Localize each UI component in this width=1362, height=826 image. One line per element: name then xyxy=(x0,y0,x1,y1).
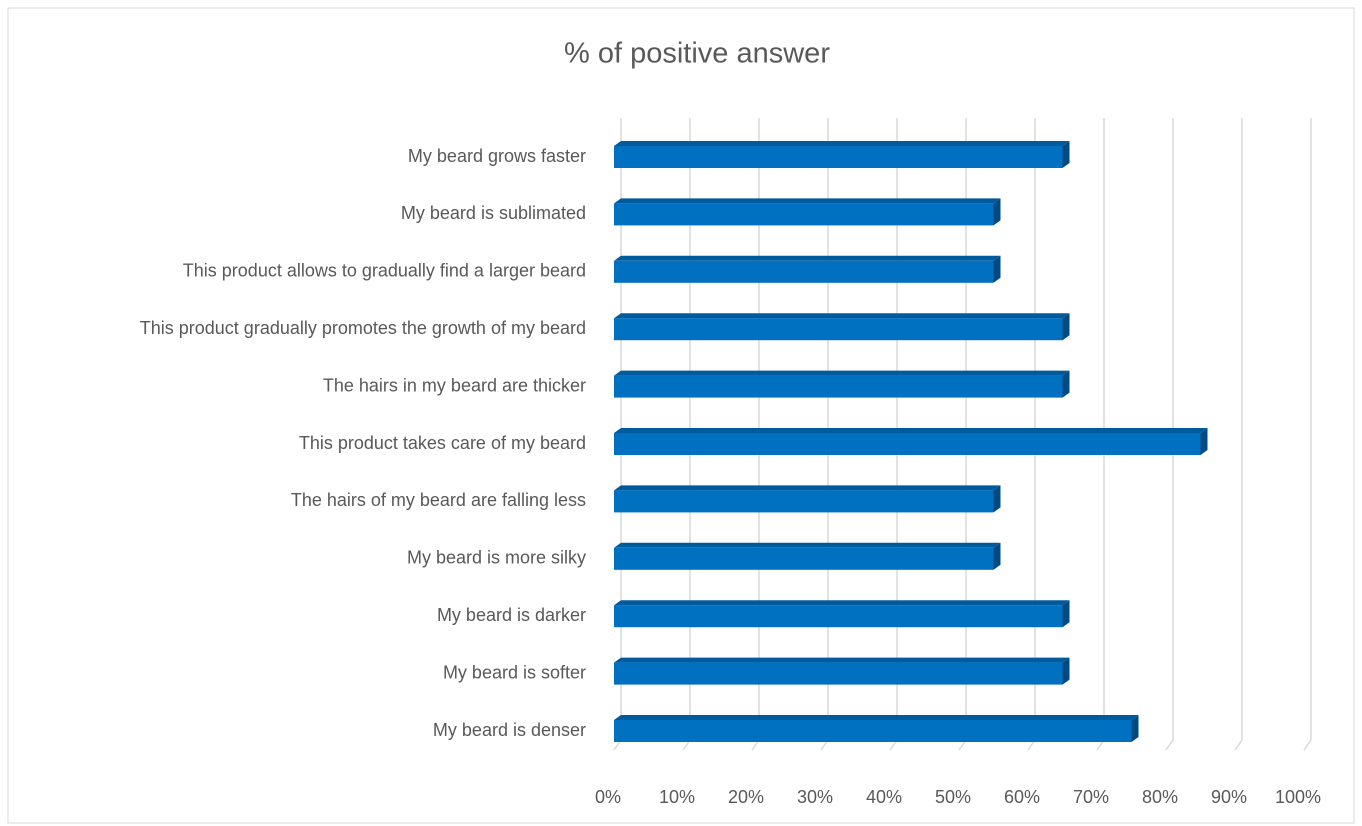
bar-front xyxy=(614,203,994,226)
bar xyxy=(614,313,1070,341)
bar-side xyxy=(993,485,1001,513)
bar-top xyxy=(614,141,1070,146)
bar xyxy=(614,485,1001,513)
bar xyxy=(614,198,1001,226)
bar-side xyxy=(1131,715,1139,742)
x-tick-label: 90% xyxy=(1211,787,1247,807)
y-tick-label: This product gradually promotes the grow… xyxy=(140,318,586,338)
bar-side xyxy=(993,255,1001,283)
y-tick-label: The hairs in my beard are thicker xyxy=(323,375,586,395)
x-tick-label: 30% xyxy=(797,787,833,807)
bar xyxy=(614,255,1001,283)
bar-side xyxy=(993,198,1001,226)
bar-side xyxy=(1062,141,1070,168)
bar-side xyxy=(1062,370,1070,398)
x-tick-label: 70% xyxy=(1073,787,1109,807)
x-tick-label: 10% xyxy=(659,787,695,807)
bar-front xyxy=(614,490,994,513)
bar-front xyxy=(614,720,1132,742)
x-tick-label: 80% xyxy=(1142,787,1178,807)
y-tick-label: My beard is darker xyxy=(437,605,586,625)
bar-front xyxy=(614,547,994,570)
x-tick-label: 20% xyxy=(728,787,764,807)
bar-side xyxy=(1062,313,1070,341)
y-tick-label: This product takes care of my beard xyxy=(299,433,586,453)
y-tick-label: This product allows to gradually find a … xyxy=(183,261,586,281)
y-tick-label: My beard is denser xyxy=(433,720,586,740)
bar xyxy=(614,600,1070,628)
bar xyxy=(614,715,1139,742)
x-tick-label: 50% xyxy=(935,787,971,807)
y-tick-label: The hairs of my beard are falling less xyxy=(291,490,586,510)
x-tick-label: 60% xyxy=(1004,787,1040,807)
bar-top xyxy=(614,715,1139,720)
bar xyxy=(614,657,1070,685)
bar-top xyxy=(614,255,1001,261)
bar xyxy=(614,542,1001,570)
y-tick-label: My beard is more silky xyxy=(407,548,586,568)
bar-front xyxy=(614,318,1063,341)
x-tick-label: 0% xyxy=(595,787,621,807)
chart-border xyxy=(7,7,1355,824)
bar-top xyxy=(614,428,1208,433)
bar-top xyxy=(614,657,1070,663)
y-tick-label: My beard is sublimated xyxy=(401,203,586,223)
bar-side xyxy=(1200,428,1208,455)
grid-line xyxy=(1303,118,1312,751)
bar-front xyxy=(614,146,1063,168)
x-tick-label: 40% xyxy=(866,787,902,807)
bar-front xyxy=(614,605,1063,628)
grid-line xyxy=(1165,118,1174,751)
bar-front xyxy=(614,433,1201,455)
grid-line xyxy=(1234,118,1243,751)
bar-top xyxy=(614,485,1001,491)
bar xyxy=(614,370,1070,398)
bar-front xyxy=(614,260,994,283)
y-tick-label: My beard is softer xyxy=(443,662,586,682)
bar-front xyxy=(614,375,1063,398)
bar-side xyxy=(1062,600,1070,628)
bar-top xyxy=(614,542,1001,548)
chart-title: % of positive answer xyxy=(564,38,830,70)
bar-side xyxy=(1062,657,1070,685)
bar-top xyxy=(614,370,1070,376)
y-tick-label: My beard grows faster xyxy=(408,146,586,166)
bar-front xyxy=(614,662,1063,685)
bar xyxy=(614,141,1070,168)
x-tick-label: 100% xyxy=(1275,787,1321,807)
bar-top xyxy=(614,313,1070,319)
bar-top xyxy=(614,198,1001,204)
bar xyxy=(614,428,1208,455)
bar-side xyxy=(993,542,1001,570)
bar-top xyxy=(614,600,1070,606)
